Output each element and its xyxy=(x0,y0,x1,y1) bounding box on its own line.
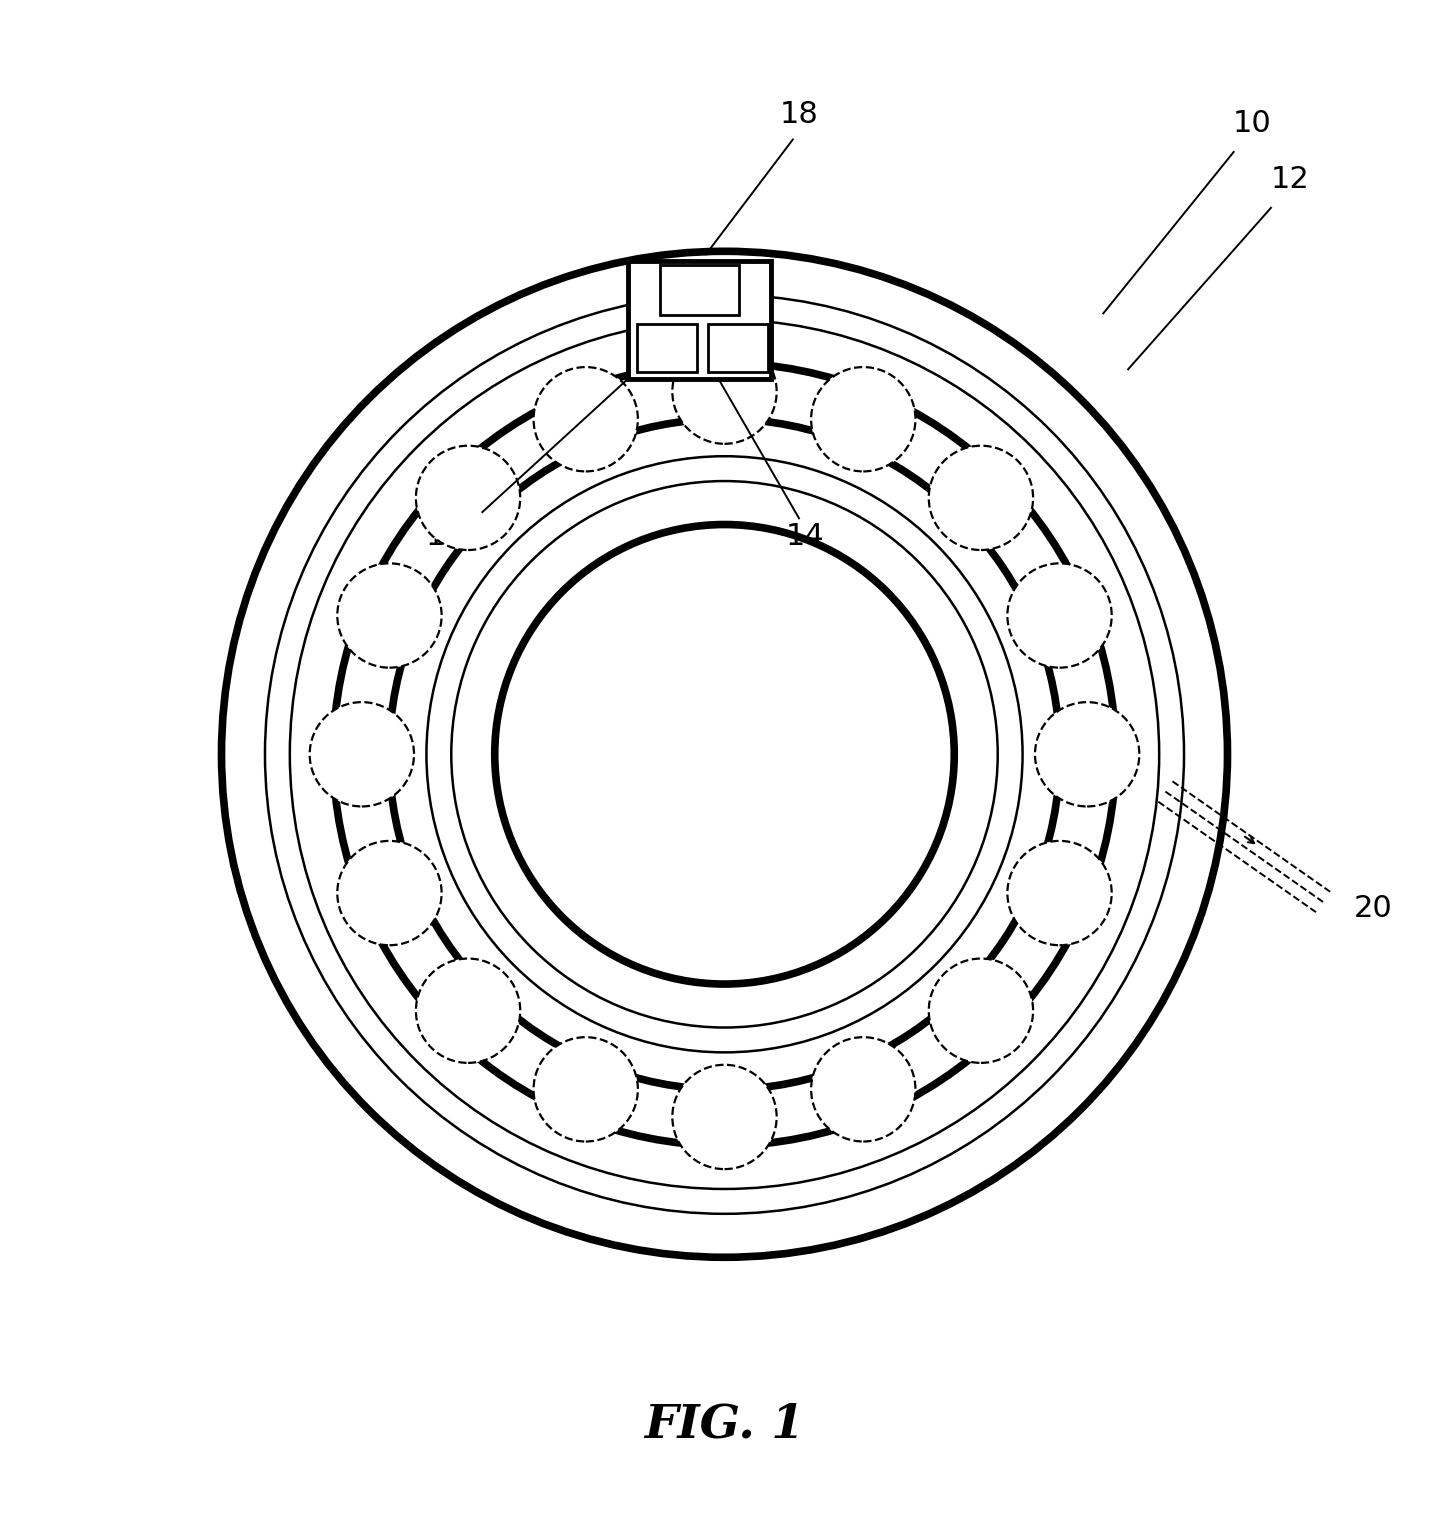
Circle shape xyxy=(811,1037,916,1141)
Text: 12: 12 xyxy=(1271,164,1308,193)
Text: 10: 10 xyxy=(1233,110,1272,138)
Text: 20: 20 xyxy=(1353,894,1392,923)
Text: 18: 18 xyxy=(780,100,819,129)
Circle shape xyxy=(929,446,1033,551)
Circle shape xyxy=(533,367,638,472)
Circle shape xyxy=(1007,563,1111,668)
Circle shape xyxy=(672,1065,777,1170)
Circle shape xyxy=(533,1037,638,1141)
Circle shape xyxy=(416,446,520,551)
Circle shape xyxy=(929,958,1033,1063)
Bar xyxy=(636,324,697,371)
Circle shape xyxy=(416,958,520,1063)
Bar xyxy=(629,260,771,379)
Circle shape xyxy=(338,841,442,945)
Bar xyxy=(709,324,768,371)
Text: 16: 16 xyxy=(426,522,465,552)
Bar xyxy=(661,265,739,315)
Text: FIG. 1: FIG. 1 xyxy=(645,1402,804,1448)
Circle shape xyxy=(672,339,777,444)
Circle shape xyxy=(338,563,442,668)
Circle shape xyxy=(1007,841,1111,945)
Circle shape xyxy=(811,367,916,472)
Text: 14: 14 xyxy=(785,522,824,552)
Circle shape xyxy=(1035,703,1139,806)
Circle shape xyxy=(310,703,414,806)
